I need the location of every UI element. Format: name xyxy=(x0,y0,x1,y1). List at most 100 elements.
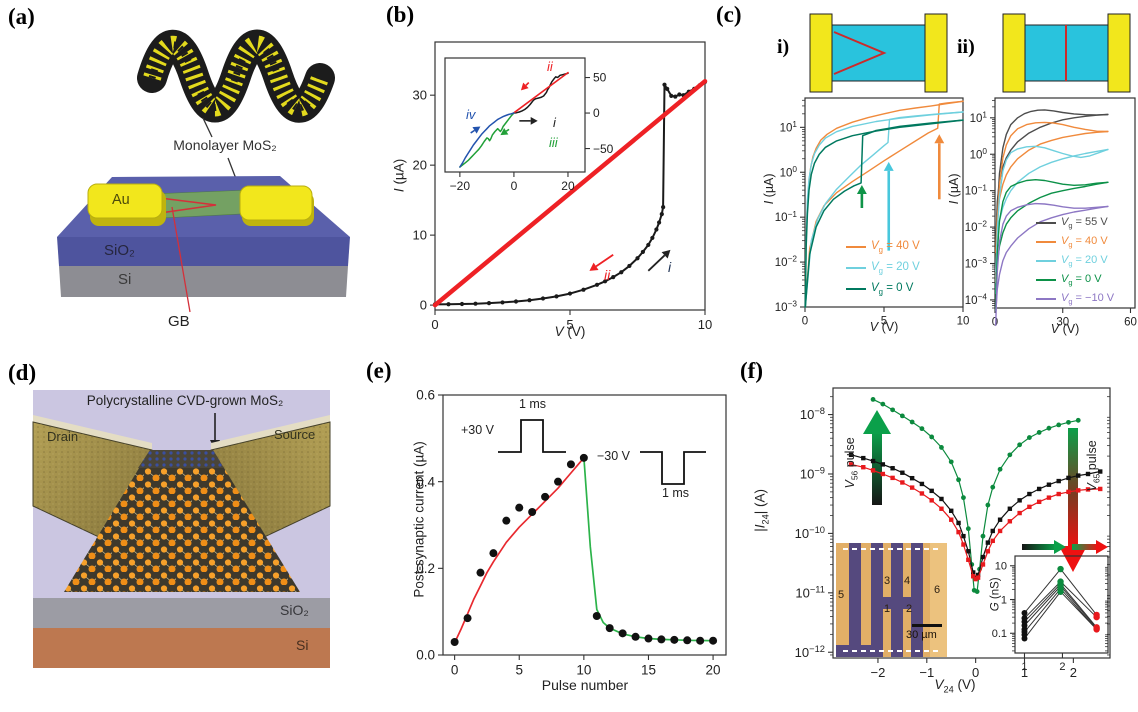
legend-sub: g xyxy=(878,266,884,276)
chart-f-ylabel: |I24| (A) xyxy=(753,470,771,550)
v56-pulse-arrow-head xyxy=(863,410,891,434)
legend-value: = 0 V xyxy=(1072,273,1102,285)
mos2-atom-lattice xyxy=(64,450,300,592)
channel-i xyxy=(831,24,926,82)
scale-bar-label: 30 µm xyxy=(906,629,937,641)
legend-value: = 20 V xyxy=(1072,254,1108,266)
svg-text:10: 10 xyxy=(413,228,427,243)
gb-pointer-line xyxy=(171,206,191,313)
svg-text:20: 20 xyxy=(561,179,575,193)
chart-cii: 0 30 60 101 100 10−1 10−2 10−3 10−4 xyxy=(965,97,1137,329)
xlabel-ci-symbol: V xyxy=(869,320,879,334)
electrode-number-3: 3 xyxy=(884,575,891,587)
mos2-ribbon-graphic xyxy=(137,29,335,123)
svg-text:10: 10 xyxy=(698,317,712,332)
source-top-rim xyxy=(211,415,330,450)
legend-sub: g xyxy=(1068,297,1073,307)
svg-text:1: 1 xyxy=(1021,661,1027,673)
annotation-ii: ii xyxy=(604,267,611,283)
ylabel-b-unit: (µA) xyxy=(391,158,407,189)
legend-ci-row-0v: Vg = 0 V xyxy=(846,282,913,296)
grain-boundary-line xyxy=(159,197,217,214)
svg-text:0: 0 xyxy=(431,317,438,332)
svg-text:−20: −20 xyxy=(450,179,471,193)
monolayer-mos2-label: Monolayer MoS₂ xyxy=(173,137,277,153)
svg-text:101: 101 xyxy=(970,110,988,124)
electrode-number-5: 5 xyxy=(838,589,845,601)
legend-sub: g xyxy=(1068,240,1073,250)
svg-text:10: 10 xyxy=(995,561,1007,573)
inset-annotation-ii: ii xyxy=(547,59,553,74)
ylabel-f-sub: 24 xyxy=(760,514,771,525)
svg-text:−1: −1 xyxy=(919,665,934,680)
black-green-arrow-shaft xyxy=(1022,544,1056,550)
electrode-i-right xyxy=(924,13,948,93)
svg-text:2: 2 xyxy=(1070,665,1077,680)
legend-cii-row-0v: Vg = 0 V xyxy=(1036,273,1102,287)
chart-f-xlabel: V24 (V) xyxy=(915,677,995,695)
legend-swatch xyxy=(846,245,866,249)
v56-sub: 56 xyxy=(849,470,860,481)
svg-text:0: 0 xyxy=(511,179,518,193)
legend-label: Vg = 0 V xyxy=(871,282,913,296)
legend-cii-row-55v: Vg = 55 V xyxy=(1036,216,1108,230)
chart-f: −2 −1 0 1 2 10−8 10−9 10−10 10−11 10−12 xyxy=(795,387,1111,680)
legend-label: Vg = 0 V xyxy=(1061,273,1102,287)
chart-b-xlabel: V (V) xyxy=(530,324,610,340)
svg-text:10−4: 10−4 xyxy=(965,293,988,307)
electrode-number-6: 6 xyxy=(934,584,941,596)
svg-text:100: 100 xyxy=(970,147,988,161)
svg-text:0: 0 xyxy=(972,665,979,680)
sio2-band xyxy=(33,598,330,628)
legend-swatch xyxy=(846,266,866,270)
svg-text:5: 5 xyxy=(566,317,573,332)
legend-symbol: V xyxy=(1061,235,1069,247)
svg-text:10: 10 xyxy=(957,316,970,328)
svg-text:60: 60 xyxy=(1124,317,1137,329)
au-electrode-right xyxy=(239,185,313,221)
v56-pulse-label: V56 pulse xyxy=(843,423,860,503)
svg-text:5: 5 xyxy=(881,316,887,328)
svg-text:10−2: 10−2 xyxy=(775,255,798,269)
legend-value: = 40 V xyxy=(883,240,920,252)
legend-value: = 55 V xyxy=(1072,216,1108,228)
panel-e-pulse-glyphs xyxy=(498,419,706,485)
ylabel-b-symbol: I xyxy=(391,188,407,193)
svg-text:1: 1 xyxy=(1021,665,1028,680)
svg-text:10−12: 10−12 xyxy=(795,644,825,660)
legend-cii-row-40v: Vg = 40 V xyxy=(1036,235,1108,249)
svg-text:0: 0 xyxy=(802,316,808,328)
ylabel-cii-unit: (µA) xyxy=(947,173,962,201)
svg-text:15: 15 xyxy=(641,663,656,678)
chart-ci-ylabel: I (µA) xyxy=(762,159,777,219)
svg-text:0.2: 0.2 xyxy=(416,561,435,576)
chart-cii-ylabel: I (µA) xyxy=(947,159,962,219)
drain-top-rim xyxy=(33,415,152,450)
chart-f-g-inset: 1 2 10 1 0.1 xyxy=(992,555,1109,673)
legend-symbol: V xyxy=(1061,254,1069,266)
legend-sub: g xyxy=(878,287,884,297)
svg-text:10−1: 10−1 xyxy=(775,210,798,224)
panel-label-c: (c) xyxy=(716,2,742,27)
mos2-pointer-line-top xyxy=(202,117,213,138)
legend-label: Vg = 40 V xyxy=(871,240,920,254)
svg-text:30: 30 xyxy=(1056,317,1069,329)
panel-label-d: (d) xyxy=(8,360,37,385)
micrograph-right-region xyxy=(930,543,947,657)
legend-symbol: V xyxy=(1061,273,1069,285)
svg-text:10: 10 xyxy=(576,663,591,678)
ylabel-ci-symbol: I xyxy=(762,200,777,205)
svg-text:101: 101 xyxy=(780,120,798,134)
svg-text:0: 0 xyxy=(451,663,459,678)
electrode-number-4: 4 xyxy=(904,575,911,587)
si-band xyxy=(33,628,330,668)
svg-text:0.6: 0.6 xyxy=(416,388,435,403)
xlabel-f-unit: (V) xyxy=(953,677,976,692)
g-inset-ylabel: G (nS) xyxy=(990,564,1003,624)
inset-annotation-i: i xyxy=(553,115,556,130)
g-symbol: G xyxy=(989,602,1002,612)
negative-pulse-label: −30 V xyxy=(597,449,631,463)
svg-text:10−9: 10−9 xyxy=(800,466,825,482)
